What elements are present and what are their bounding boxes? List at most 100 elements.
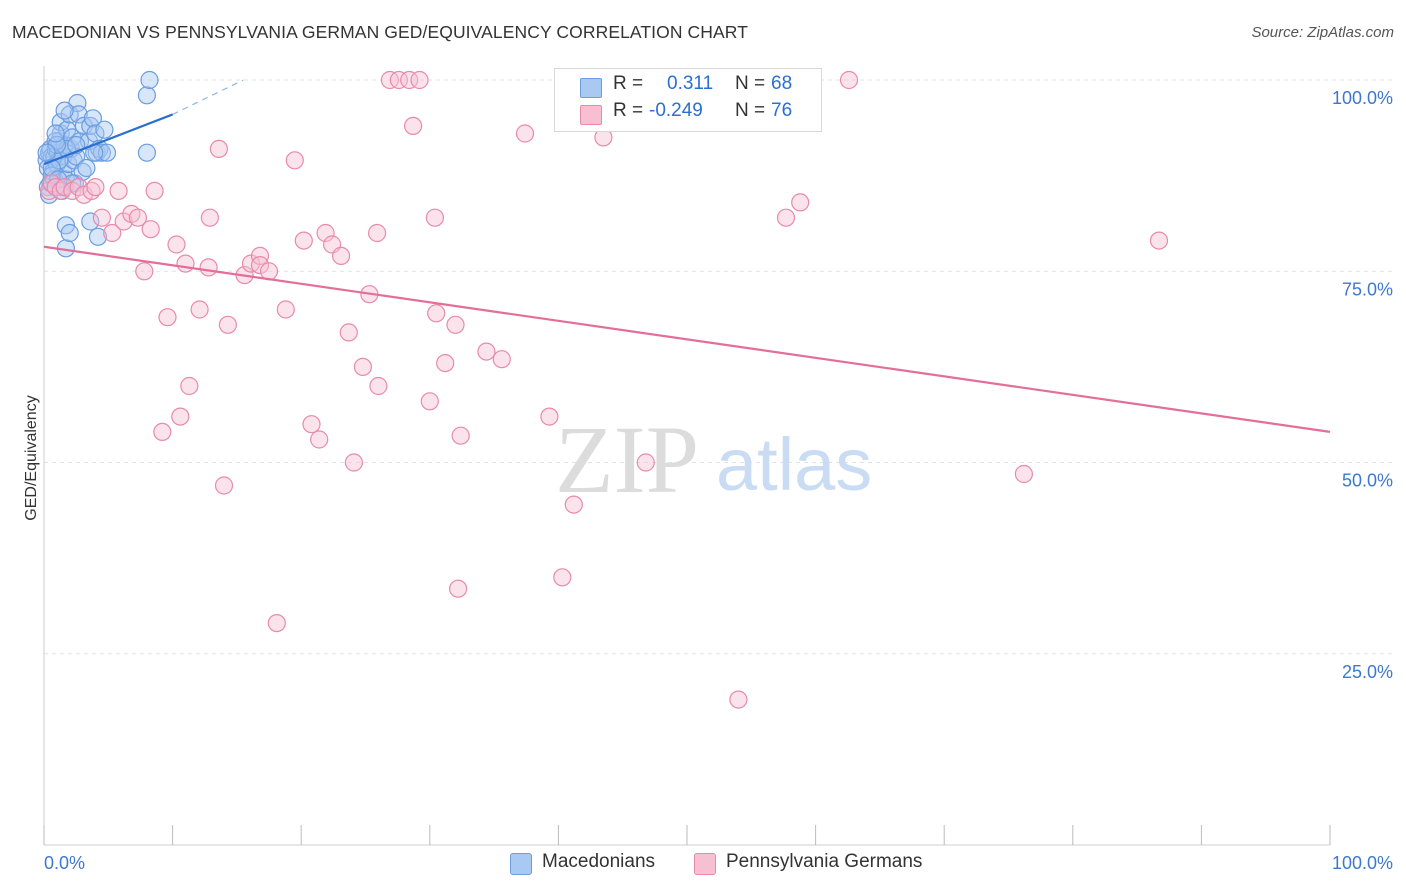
- pennsylvania-german-point: [776, 208, 796, 227]
- pennsylvania-german-point: [339, 323, 358, 342]
- axes: [43, 66, 1331, 846]
- macedonian-trend-extension: [172, 79, 244, 115]
- pennsylvania-german-point: [92, 208, 112, 227]
- stats-legend: R = 0.311 N = 68 R = -0.249 N = 76: [554, 68, 822, 132]
- pennsylvania-german-point: [316, 223, 335, 243]
- pennsylvania-german-point: [180, 376, 199, 396]
- pennsylvania-german-point: [344, 453, 363, 472]
- pennsylvania-german-point: [276, 300, 295, 319]
- pennsylvania-german-point: [285, 151, 304, 170]
- data-points: [37, 70, 1169, 709]
- pennsylvania-german-point: [128, 208, 147, 227]
- pennsylvania-german-point: [540, 407, 559, 426]
- macedonian-point: [137, 143, 156, 162]
- pennsylvania-german-point: [199, 258, 218, 277]
- macedonian-point: [81, 212, 100, 231]
- pennsylvania-german-point: [477, 342, 496, 361]
- pennsylvania-german-point: [353, 357, 372, 376]
- pennsylvania-german-point: [267, 613, 286, 633]
- pennsylvania-german-point: [389, 70, 408, 90]
- legend-r-value: -0.249: [649, 100, 703, 121]
- y-tick-label: 25.0%: [1342, 662, 1393, 682]
- pennsylvania-german-point: [420, 392, 439, 411]
- macedonian-point: [137, 86, 156, 105]
- pennsylvania-german-point: [114, 212, 133, 231]
- pennsylvania-german-point: [368, 223, 387, 243]
- macedonian-point: [46, 124, 65, 143]
- pennsylvania-german-point: [729, 690, 748, 709]
- macedonian-point: [92, 143, 112, 162]
- pennsylvania-german-point: [1149, 231, 1169, 250]
- legend-r-value: 0.311: [667, 73, 714, 94]
- y-axis-label: GED/Equivalency: [23, 395, 40, 520]
- bottom-legend-swatch-pennsylvania-germans: [694, 853, 716, 875]
- pennsylvania-german-point: [427, 304, 446, 323]
- legend-n-label: N =: [735, 73, 766, 94]
- pennsylvania-german-point: [171, 407, 190, 426]
- macedonian-point: [83, 109, 103, 128]
- pennsylvania-german-point: [135, 262, 154, 281]
- macedonian-point: [95, 120, 114, 139]
- macedonian-point: [60, 223, 79, 243]
- pennsylvania-german-point: [515, 124, 535, 143]
- macedonian-point: [47, 135, 67, 155]
- pennsylvania-german-point: [145, 181, 164, 200]
- pennsylvania-german-point: [218, 315, 237, 334]
- pennsylvania-german-point: [86, 178, 105, 197]
- macedonian-trend-line: [43, 113, 173, 166]
- watermark: ZIP atlas: [555, 406, 872, 513]
- legend-swatch-macedonians: [580, 78, 602, 98]
- pennsylvania-german-point: [436, 354, 455, 373]
- legend-n-value: 76: [771, 100, 793, 121]
- chart-title: MACEDONIAN VS PENNSYLVANIA GERMAN GED/EQ…: [12, 22, 749, 42]
- pennsylvania-german-point: [839, 70, 859, 90]
- pennsylvania-german-trend-line: [43, 245, 1331, 433]
- pennsylvania-german-point: [553, 568, 572, 587]
- pennsylvania-german-point: [209, 139, 228, 158]
- watermark-zip: ZIP: [555, 406, 699, 513]
- pennsylvania-german-point: [214, 476, 234, 495]
- legend-row-macedonians: R = 0.311 N = 68: [555, 73, 821, 101]
- macedonian-point: [140, 70, 159, 90]
- pennsylvania-german-point: [636, 453, 655, 472]
- pennsylvania-german-point: [425, 208, 444, 227]
- bottom-legend-label: Macedonians: [542, 851, 656, 872]
- pennsylvania-german-point: [449, 579, 468, 598]
- y-tick-label: 75.0%: [1342, 279, 1393, 299]
- pennsylvania-german-point: [190, 300, 209, 319]
- x-tick-label: 0.0%: [44, 853, 85, 873]
- macedonian-point: [37, 143, 56, 162]
- pennsylvania-german-point: [141, 220, 160, 239]
- grid-lines: [44, 79, 1392, 655]
- macedonian-point: [88, 227, 108, 246]
- pennsylvania-german-point: [103, 223, 122, 243]
- y-tick-label: 50.0%: [1342, 471, 1393, 491]
- legend-swatch-pennsylvania-germans: [580, 105, 602, 125]
- pennsylvania-german-point: [250, 246, 270, 265]
- pennsylvania-german-point: [492, 350, 511, 369]
- macedonian-point: [77, 158, 96, 178]
- pennsylvania-german-point: [302, 415, 321, 434]
- bottom-legend-swatch-macedonians: [510, 853, 532, 875]
- macedonian-point: [69, 105, 88, 124]
- pennsylvania-german-point: [167, 235, 186, 254]
- pennsylvania-german-point: [451, 426, 470, 445]
- legend-n-label: N =: [735, 100, 766, 121]
- watermark-atlas: atlas: [716, 423, 872, 506]
- pennsylvania-german-point: [410, 70, 429, 90]
- pennsylvania-german-point: [564, 495, 583, 514]
- legend-n-value: 68: [771, 73, 793, 94]
- pennsylvania-german-point: [176, 254, 195, 273]
- trend-lines: [43, 79, 1331, 433]
- legend-r-label: R =: [613, 100, 644, 121]
- pennsylvania-german-point: [791, 193, 810, 212]
- macedonian-point: [97, 143, 117, 162]
- pennsylvania-german-point: [310, 430, 329, 449]
- pennsylvania-german-point: [404, 116, 423, 136]
- pennsylvania-german-point: [446, 315, 465, 334]
- pennsylvania-german-point: [158, 308, 177, 327]
- source-label: Source: ZipAtlas.com: [1251, 24, 1394, 41]
- pennsylvania-german-point: [294, 231, 313, 250]
- legend-r-label: R =: [613, 73, 644, 94]
